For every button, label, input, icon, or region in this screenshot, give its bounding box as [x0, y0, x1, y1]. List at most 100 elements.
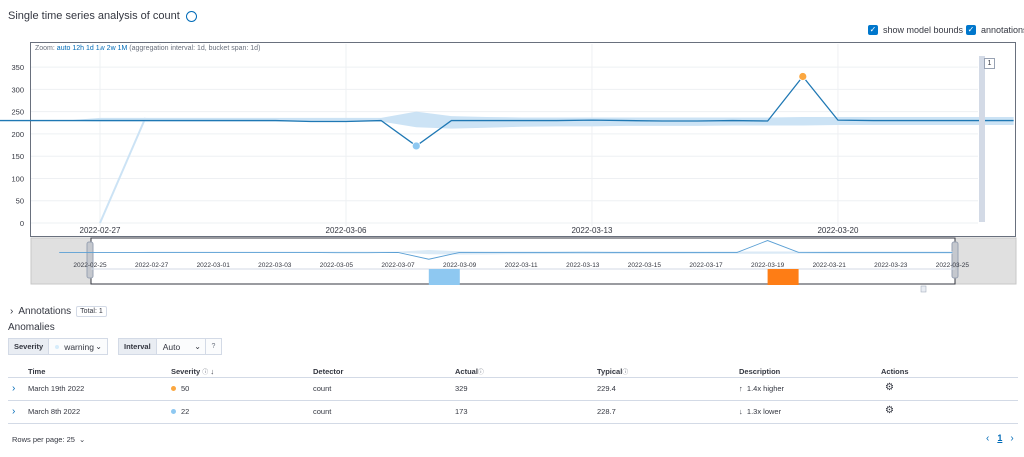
interval-value: Auto: [162, 341, 181, 352]
gear-icon[interactable]: ⚙: [885, 382, 894, 393]
anomaly-marker[interactable]: [798, 72, 808, 81]
rows-per-page-label: Rows per page: 25: [12, 435, 75, 444]
series-line: [0, 75, 1014, 147]
zoom-1d-link[interactable]: 1d: [86, 45, 94, 52]
pagination: ‹ 1 ›: [986, 433, 1014, 444]
cell-typical: 228.7: [597, 407, 616, 416]
sort-down-icon: ↓: [210, 367, 215, 376]
annotations-checkbox-label: annotations: [981, 25, 1024, 35]
zoom-12h-link[interactable]: 12h: [72, 45, 85, 52]
zoom-auto-link[interactable]: auto: [56, 45, 71, 52]
context-brush-mask-left: [30, 237, 92, 285]
context-tick-label: 2022-03-01: [197, 262, 231, 269]
context-tick-label: 2022-03-09: [443, 262, 477, 269]
chevron-down-icon: ⌄: [194, 342, 201, 351]
swimlane-cell[interactable]: [767, 269, 799, 285]
expand-row-icon[interactable]: ›: [12, 406, 16, 417]
warning-dot-icon: [55, 344, 60, 349]
context-tick-label: 2022-03-15: [628, 262, 662, 269]
col-actual[interactable]: Actualⓘ: [455, 367, 484, 376]
brush-handle-left[interactable]: [86, 241, 94, 279]
x-tick-label: 2022-03-13: [571, 226, 612, 235]
help-icon[interactable]: ?: [205, 339, 221, 354]
context-tick-label: 2022-02-25: [73, 262, 107, 269]
severity-dot-icon: [171, 386, 176, 391]
cell-severity-value: 50: [181, 384, 190, 393]
zoom-1M-link[interactable]: 1M: [117, 45, 128, 52]
expand-row-icon[interactable]: ›: [12, 383, 16, 394]
chevron-down-icon: ⌄: [95, 342, 102, 351]
cell-time: March 19th 2022: [28, 384, 85, 393]
annotation-marker[interactable]: [979, 56, 985, 222]
col-severity-label: Severity: [171, 367, 201, 376]
anomalies-title: Anomalies: [8, 322, 55, 333]
table-divider: [8, 400, 1018, 401]
gear-icon[interactable]: ⚙: [885, 405, 894, 416]
page-1-button[interactable]: 1: [997, 433, 1003, 443]
brush-handle-right[interactable]: [951, 241, 959, 279]
table-row: › March 8th 2022 22 count 173 228.7 ↓ 1.…: [0, 401, 1024, 423]
chevron-down-icon: ⌄: [78, 435, 86, 444]
show-model-bounds-checkbox[interactable]: ✓ show model bounds: [868, 25, 963, 35]
cell-actual: 173: [455, 407, 468, 416]
anomaly-marker[interactable]: [411, 141, 421, 151]
cell-description: ↓ 1.3x lower: [739, 407, 781, 416]
next-page-icon[interactable]: ›: [1010, 433, 1014, 444]
annotations-accordion[interactable]: › Annotations Total: 1: [10, 306, 107, 317]
info-icon: ⓘ: [622, 370, 629, 376]
col-typical[interactable]: Typicalⓘ: [597, 367, 628, 376]
info-icon: ⓘ: [477, 370, 484, 376]
y-tick-label: 200: [11, 130, 24, 139]
zoom-2w-link[interactable]: 2w: [106, 45, 116, 52]
context-tick-label: 2022-03-03: [258, 262, 292, 269]
y-tick-label: 250: [11, 108, 24, 117]
annotations-checkbox[interactable]: ✓ annotations: [966, 25, 1024, 35]
context-chart-bg: [31, 238, 1016, 290]
cell-description: ↑ 1.4x higher: [739, 384, 784, 393]
info-icon[interactable]: [185, 10, 197, 22]
arrow-down-icon: ↓: [739, 407, 743, 416]
context-tick-label: 2022-03-21: [813, 262, 847, 269]
severity-label: Severity: [9, 339, 50, 354]
context-tick-label: 2022-03-13: [566, 262, 600, 269]
scroll-handle[interactable]: [920, 285, 927, 293]
y-tick-label: 150: [11, 152, 24, 161]
cell-severity: 22: [171, 407, 189, 416]
swimlane-cell[interactable]: [428, 269, 460, 285]
col-actions: Actions: [881, 367, 909, 376]
focus-chart-frame: [30, 42, 1016, 237]
severity-select[interactable]: Severity warning ⌄: [8, 338, 108, 355]
context-tick-label: 2022-03-07: [381, 262, 415, 269]
x-tick-label: 2022-02-27: [80, 226, 121, 235]
table-row: › March 19th 2022 50 count 329 229.4 ↑ 1…: [0, 378, 1024, 400]
annotation-badge[interactable]: 1: [984, 58, 995, 69]
cell-typical: 229.4: [597, 384, 616, 393]
y-tick-label: 0: [20, 219, 24, 228]
prev-page-icon[interactable]: ‹: [986, 433, 990, 444]
context-tick-label: 2022-03-19: [751, 262, 785, 269]
cell-detector: count: [313, 407, 332, 416]
focus-chart: 0 50 100 150 200 250 300 350 2022-02-27 2022-03-0…: [0, 44, 1017, 293]
context-tick-label: 2022-03-25: [936, 262, 970, 269]
annotations-total-badge: Total: 1: [76, 306, 107, 317]
y-tick-label: 350: [11, 63, 24, 72]
col-detector[interactable]: Detector: [313, 367, 344, 376]
interval-select[interactable]: Interval Auto ⌄ ?: [118, 338, 222, 355]
cell-detector: count: [313, 384, 332, 393]
col-actual-label: Actual: [455, 367, 478, 376]
rows-per-page-select[interactable]: Rows per page: 25 ⌄: [12, 435, 85, 444]
col-description: Description: [739, 367, 781, 376]
col-time[interactable]: Time: [28, 367, 46, 376]
zoom-prefix: Zoom:: [35, 45, 55, 52]
page-title: Single time series analysis of count: [8, 10, 197, 22]
cell-time: March 8th 2022: [28, 407, 81, 416]
chevron-right-icon: ›: [10, 306, 14, 317]
zoom-aggregation-info: (aggregation interval: 1d, bucket span: …: [129, 45, 261, 52]
col-severity[interactable]: Severity ⓘ ↓: [171, 367, 214, 376]
checkmark-icon: ✓: [868, 25, 878, 35]
cell-severity: 50: [171, 384, 189, 393]
partial-bucket-ramp: [99, 117, 147, 224]
context-tick-label: 2022-03-23: [874, 262, 908, 269]
col-typical-label: Typical: [597, 367, 623, 376]
y-tick-label: 50: [16, 197, 24, 206]
